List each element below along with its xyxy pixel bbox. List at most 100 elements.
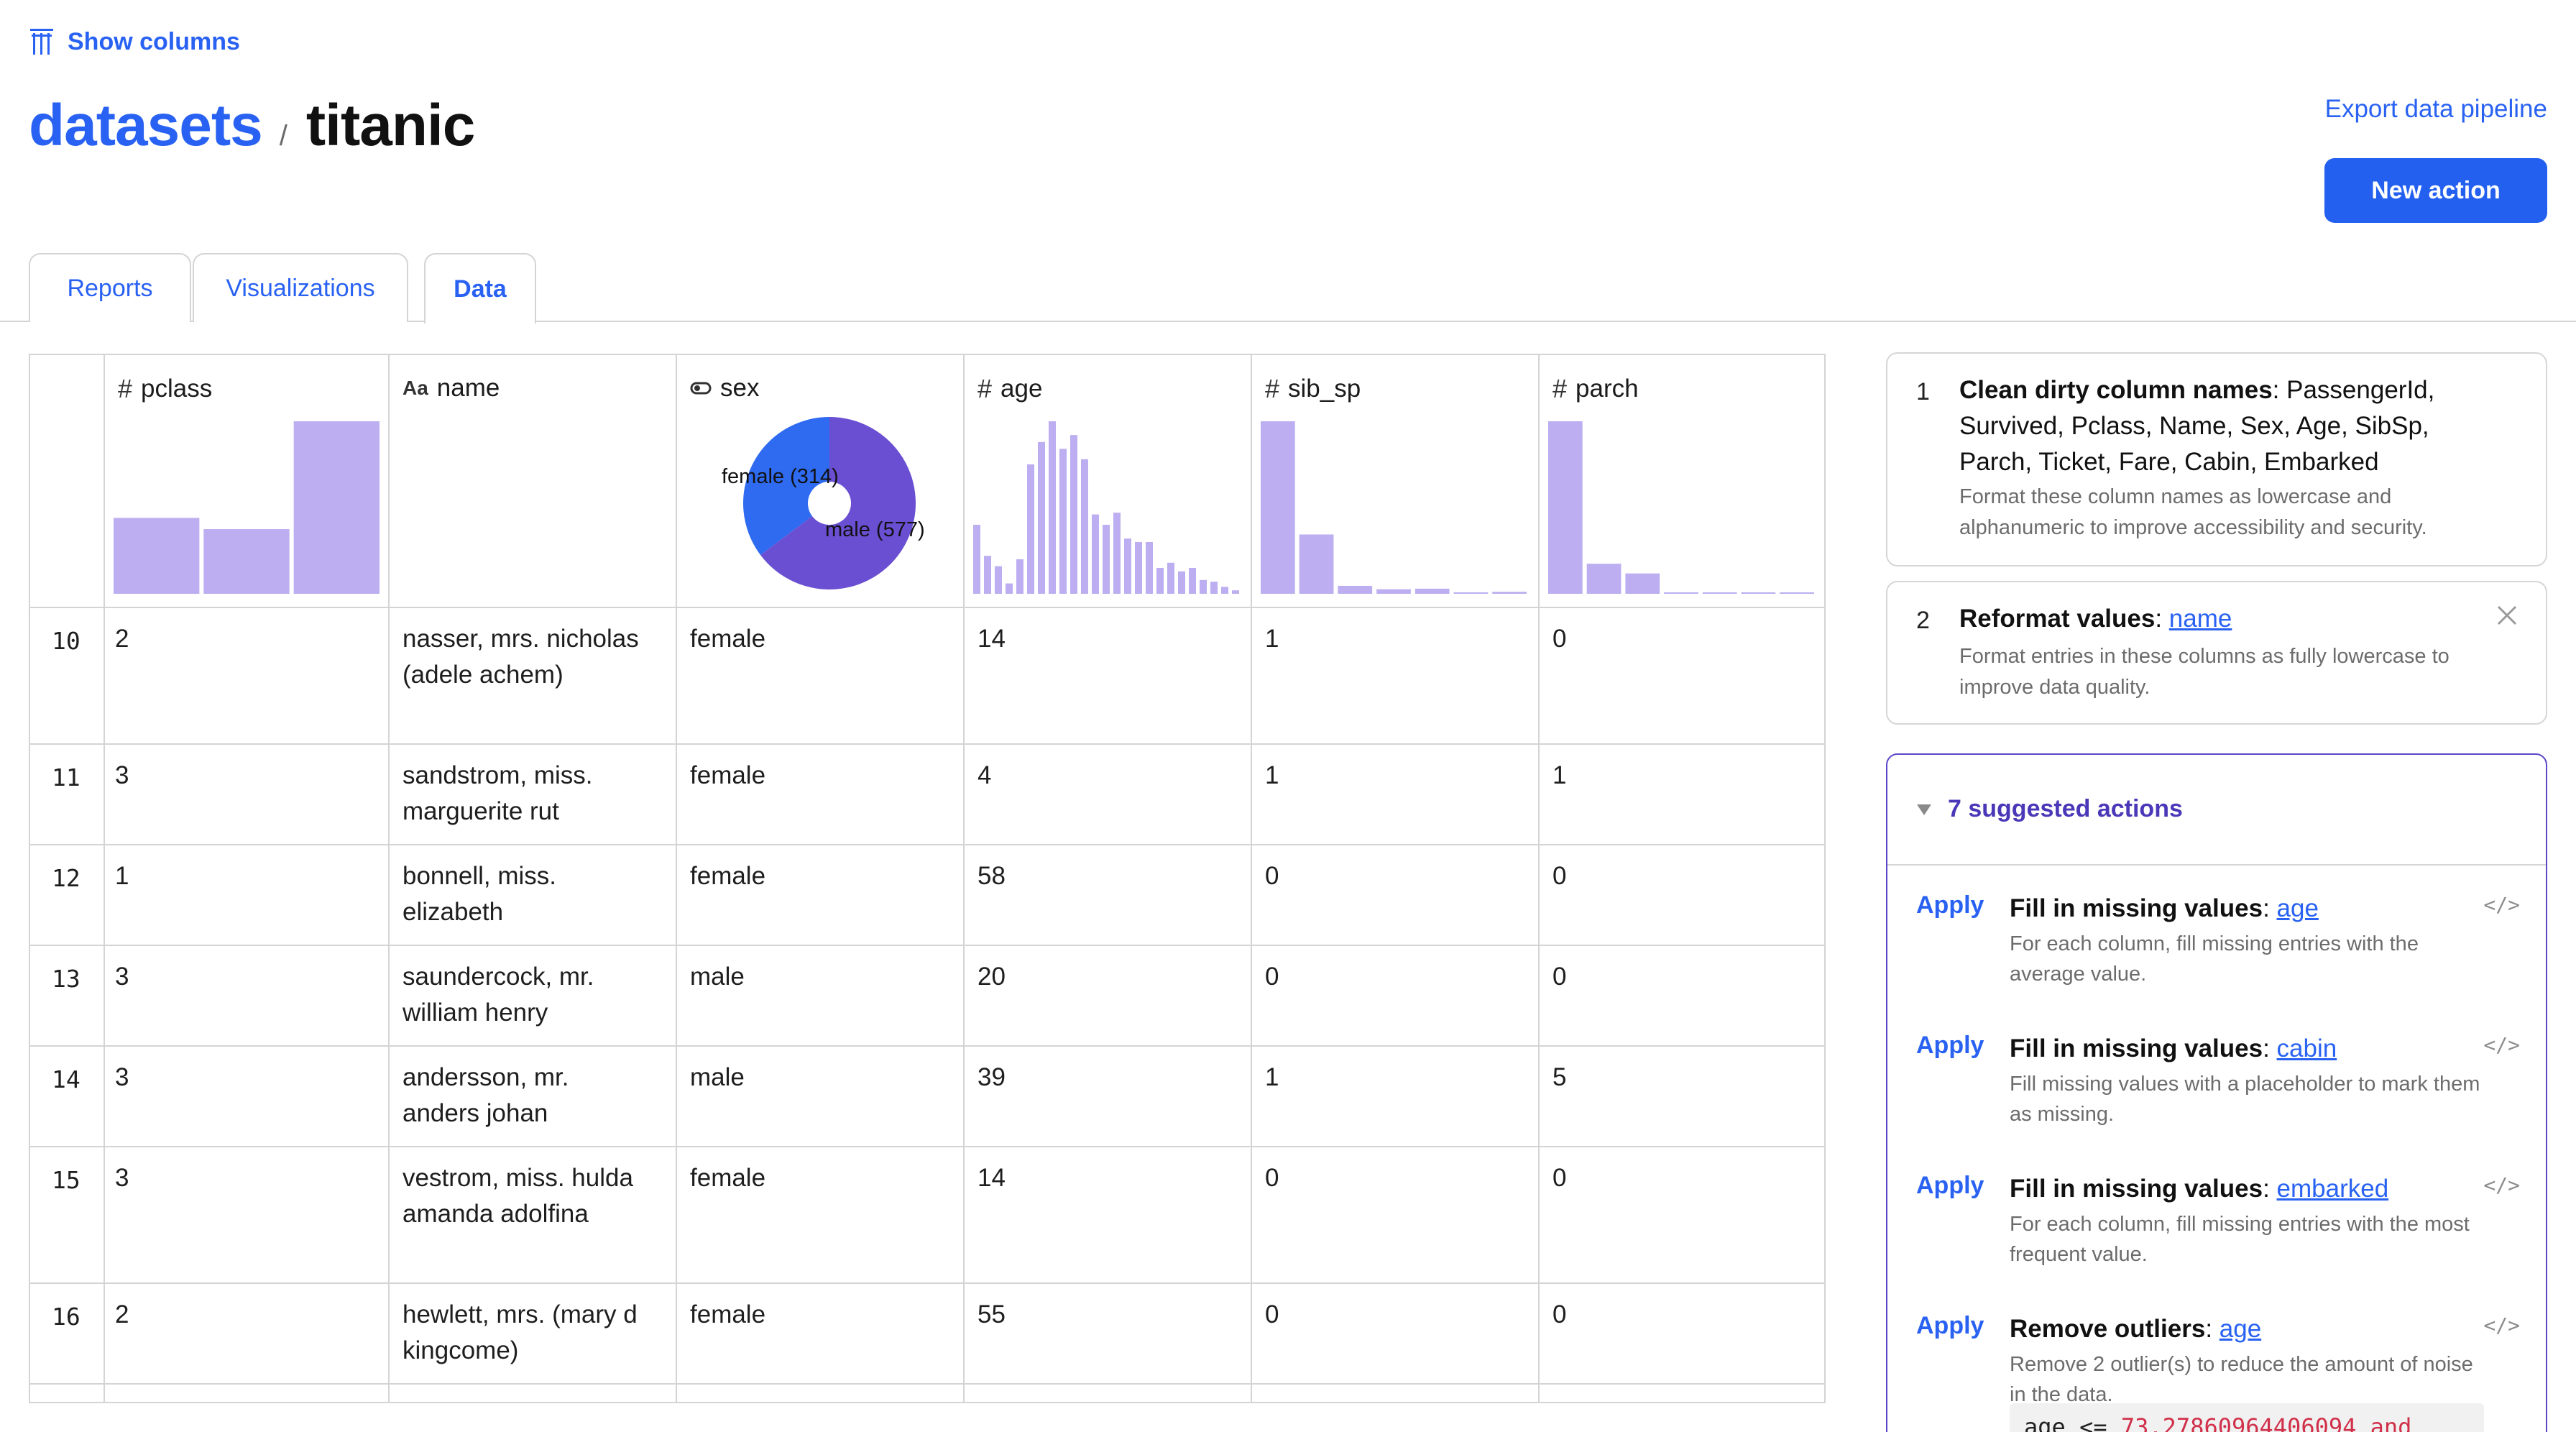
cell-age[interactable]: 20: [978, 963, 1006, 991]
cell-pclass[interactable]: 3: [115, 963, 129, 991]
cell-name[interactable]: vestrom, miss. hulda amanda adolfina: [402, 1164, 633, 1228]
cell-age[interactable]: 58: [978, 862, 1006, 890]
number-type-icon: #: [118, 374, 133, 403]
histogram-bar: [1070, 435, 1077, 594]
cell-sex[interactable]: female: [690, 1300, 766, 1328]
tab-visualizations[interactable]: Visualizations: [193, 253, 408, 322]
code-icon[interactable]: </>: [2483, 1033, 2520, 1057]
cell-age[interactable]: 14: [978, 625, 1006, 653]
sib-sp-histogram: [1261, 421, 1527, 594]
histogram-bar: [1232, 590, 1239, 594]
histogram-bar: [1664, 592, 1698, 594]
action-card-reformat-values[interactable]: 2 Reformat values: name Format entries i…: [1886, 581, 2547, 725]
histogram-bar: [1006, 583, 1013, 594]
cell-pclass[interactable]: 2: [115, 1300, 129, 1328]
tab-data[interactable]: Data: [424, 253, 536, 323]
histogram-bar: [1059, 449, 1067, 594]
cell-age[interactable]: 55: [978, 1300, 1006, 1328]
cell-sib-sp[interactable]: 1: [1265, 761, 1279, 789]
new-action-button[interactable]: New action: [2324, 158, 2547, 223]
action-title: Clean dirty column names: PassengerId, S…: [1959, 376, 2435, 476]
apply-button[interactable]: Apply: [1916, 1172, 1984, 1199]
tab-bar: Reports Visualizations Data: [0, 253, 2576, 323]
cell-age[interactable]: 4: [978, 761, 992, 789]
cell-name[interactable]: saundercock, mr. william henry: [402, 963, 594, 1027]
histogram-bar: [293, 421, 380, 594]
cell-sib-sp[interactable]: 0: [1265, 1300, 1279, 1328]
cell-name[interactable]: sandstrom, miss. marguerite rut: [402, 761, 593, 825]
cell-name[interactable]: nasser, mrs. nicholas (adele achem): [402, 625, 639, 689]
column-link[interactable]: age: [2219, 1315, 2262, 1343]
histogram-bar: [1625, 573, 1660, 594]
cell-sex[interactable]: female: [690, 625, 766, 653]
cell-sex[interactable]: female: [690, 761, 766, 789]
code-icon[interactable]: </>: [2483, 1313, 2520, 1337]
histogram-bar: [1780, 592, 1814, 594]
cell-sex[interactable]: female: [690, 862, 766, 890]
code-icon[interactable]: </>: [2483, 1173, 2520, 1197]
column-link[interactable]: age: [2276, 894, 2319, 922]
column-header-pclass[interactable]: # pclass: [118, 374, 213, 403]
action-column-link[interactable]: name: [2168, 605, 2232, 633]
cell-pclass[interactable]: 3: [115, 1164, 129, 1192]
cell-parch[interactable]: 0: [1552, 1300, 1567, 1328]
cell-sex[interactable]: male: [690, 963, 745, 991]
cell-parch[interactable]: 1: [1552, 761, 1567, 789]
cell-age[interactable]: 39: [978, 1063, 1006, 1091]
histogram-bar: [1146, 542, 1153, 594]
histogram-bar: [1741, 592, 1776, 594]
suggested-actions-toggle[interactable]: 7 suggested actions: [1916, 795, 2183, 823]
action-card-clean-column-names[interactable]: 1 Clean dirty column names: PassengerId,…: [1886, 352, 2547, 566]
cell-pclass[interactable]: 1: [115, 862, 129, 890]
cell-parch[interactable]: 0: [1552, 1164, 1567, 1192]
histogram-bar: [1027, 464, 1034, 594]
histogram-bar: [1586, 564, 1622, 594]
cell-age[interactable]: 14: [978, 1164, 1006, 1192]
cell-name[interactable]: bonnell, miss. elizabeth: [402, 862, 556, 926]
cell-parch[interactable]: 0: [1552, 963, 1567, 991]
pclass-histogram: [114, 421, 380, 594]
histogram-bar: [1135, 542, 1142, 594]
apply-button[interactable]: Apply: [1916, 1312, 1984, 1339]
column-header-age[interactable]: # age: [978, 374, 1043, 403]
tab-reports[interactable]: Reports: [29, 253, 191, 322]
column-header-sib-sp[interactable]: # sib_sp: [1265, 374, 1361, 403]
cell-pclass[interactable]: 3: [115, 1063, 129, 1091]
cell-parch[interactable]: 5: [1552, 1063, 1567, 1091]
histogram-bar: [1414, 588, 1450, 594]
columns-icon: [30, 29, 53, 55]
histogram-bar: [973, 525, 980, 594]
page-title: titanic: [305, 93, 475, 158]
close-icon[interactable]: [2494, 602, 2520, 628]
cell-pclass[interactable]: 2: [115, 625, 129, 653]
histogram-bar: [1016, 559, 1024, 594]
column-link[interactable]: cabin: [2276, 1034, 2337, 1062]
apply-button[interactable]: Apply: [1916, 1032, 1984, 1059]
cell-sib-sp[interactable]: 0: [1265, 1164, 1279, 1192]
cell-sex[interactable]: male: [690, 1063, 745, 1091]
cell-parch[interactable]: 0: [1552, 862, 1567, 890]
cell-parch[interactable]: 0: [1552, 625, 1567, 653]
column-header-parch[interactable]: # parch: [1552, 374, 1639, 403]
column-header-sex[interactable]: sex: [690, 374, 759, 403]
cell-pclass[interactable]: 3: [115, 761, 129, 789]
cell-sib-sp[interactable]: 0: [1265, 862, 1279, 890]
cell-sib-sp[interactable]: 1: [1265, 1063, 1279, 1091]
histogram-bar: [1702, 592, 1737, 594]
cell-name[interactable]: andersson, mr. anders johan: [402, 1063, 569, 1127]
breadcrumb-separator: /: [279, 120, 288, 152]
cell-sex[interactable]: female: [690, 1164, 766, 1192]
show-columns-button[interactable]: Show columns: [29, 27, 240, 56]
column-link[interactable]: embarked: [2276, 1175, 2389, 1203]
data-table: # pclass Aa name sex # age # sib_sp # pa…: [29, 354, 1826, 1403]
histogram-bar: [203, 529, 290, 594]
breadcrumb-datasets-link[interactable]: datasets: [29, 93, 263, 158]
export-data-pipeline-link[interactable]: Export data pipeline: [2324, 95, 2547, 123]
cell-name[interactable]: hewlett, mrs. (mary d kingcome): [402, 1300, 638, 1364]
cell-sib-sp[interactable]: 1: [1265, 625, 1279, 653]
code-icon[interactable]: </>: [2483, 893, 2520, 917]
cell-sib-sp[interactable]: 0: [1265, 963, 1279, 991]
column-header-name[interactable]: Aa name: [402, 374, 500, 402]
suggested-actions-panel: 7 suggested actions Apply Fill in missin…: [1886, 753, 2547, 1432]
apply-button[interactable]: Apply: [1916, 891, 1984, 919]
